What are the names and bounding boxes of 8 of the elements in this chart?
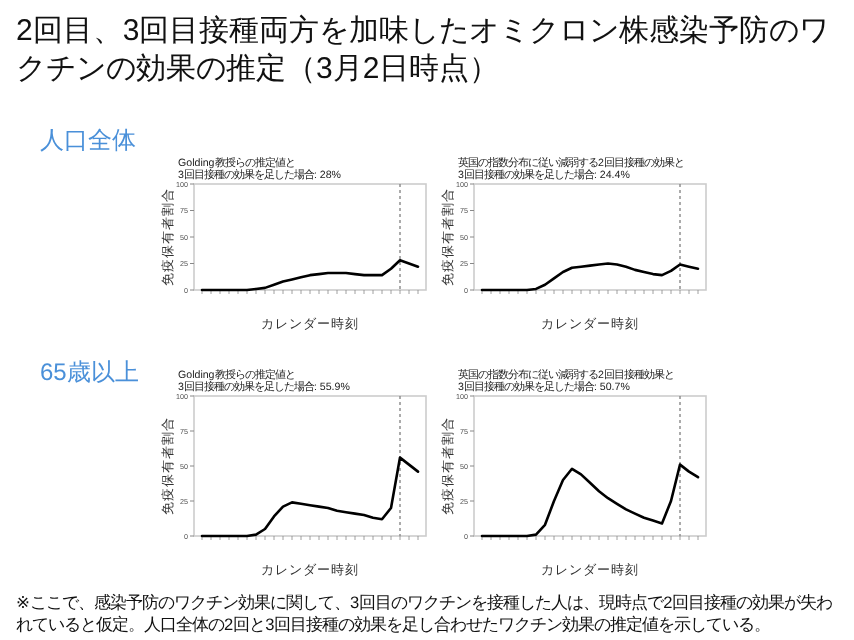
line-series [480, 262, 700, 292]
line-series [200, 456, 420, 538]
text: 65歳以上 [40, 356, 139, 390]
line-series [480, 463, 700, 538]
line-series [200, 259, 420, 292]
text: 2回目、3回目接種両方を加味したオミクロン株感染予防のワクチンの効果の推定（3月2日時点） [16, 12, 832, 88]
text: ※ここで、感染予防のワクチン効果に関して、3回目のワクチンを接種した人は、現時点で2回目接種の効果が失われていると仮定。人口全体の2回と3回目接種の効果を足し合わせたワクチン効果の推定値を示している。 [16, 592, 835, 636]
text: 人口全体 [40, 124, 136, 158]
